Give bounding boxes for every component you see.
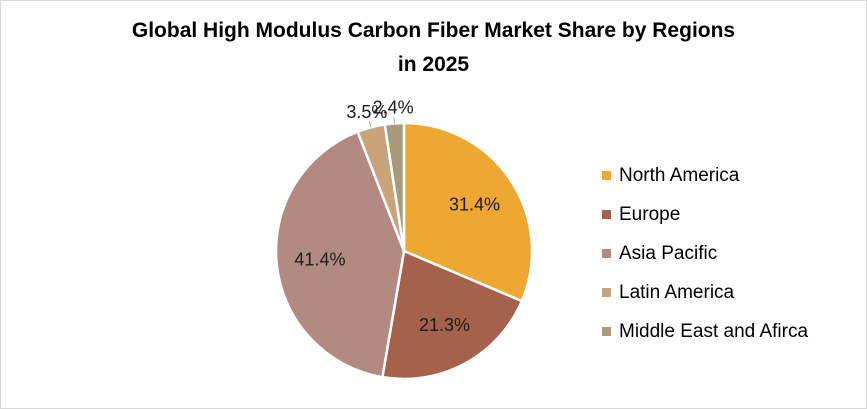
legend-swatch: [602, 210, 611, 219]
pie-slice-europe: [380, 249, 524, 381]
legend-label: North America: [619, 164, 740, 186]
pie-slice-north-america: [402, 121, 534, 303]
legend-swatch: [602, 171, 611, 180]
data-label-middle-east-africa: 2.4%: [373, 97, 414, 117]
data-label-europe: 21.3%: [419, 315, 470, 335]
data-label-asia-pacific: 41.4%: [294, 249, 345, 269]
legend-label: Middle East and Afirca: [619, 320, 809, 342]
chart-legend: North America Europe Asia Pacific Latin …: [602, 156, 808, 351]
legend-label: Europe: [619, 203, 681, 225]
legend-swatch: [602, 288, 611, 297]
data-label-north-america: 31.4%: [449, 194, 500, 214]
legend-item-middle-east-africa: Middle East and Afirca: [602, 312, 808, 351]
pie-slice-middle-east-africa: [383, 121, 406, 252]
legend-swatch: [602, 249, 611, 258]
chart-title-line-1: Global High Modulus Carbon Fiber Market …: [131, 19, 736, 42]
legend-item-latin-america: Latin America: [602, 273, 808, 312]
chart-title-line-2: in 2025: [397, 53, 470, 76]
legend-label: Latin America: [619, 281, 735, 303]
legend-label: Asia Pacific: [619, 242, 718, 264]
legend-item-asia-pacific: Asia Pacific: [602, 234, 808, 273]
legend-item-europe: Europe: [602, 195, 808, 234]
leader-line-latin-america: [368, 121, 372, 128]
chart-title: Global High Modulus Carbon Fiber Market …: [0, 14, 867, 82]
legend-swatch: [602, 327, 611, 336]
pie-slice-asia-pacific: [274, 130, 406, 379]
legend-item-north-america: North America: [602, 156, 808, 195]
data-label-latin-america: 3.5%: [346, 102, 387, 122]
